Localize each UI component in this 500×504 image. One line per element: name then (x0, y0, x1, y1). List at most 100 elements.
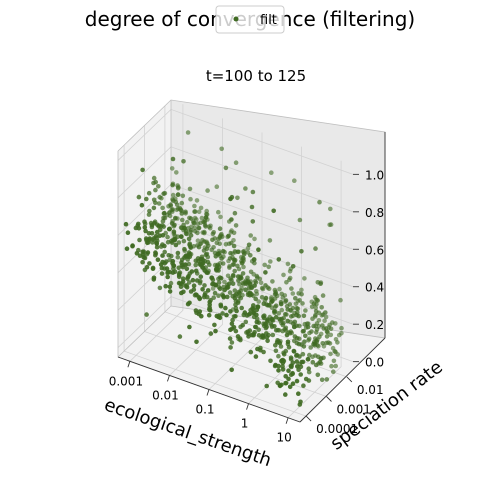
data-point-644 (268, 321, 274, 326)
data-point-477 (250, 189, 256, 195)
data-point-982 (205, 288, 211, 293)
data-point-812 (218, 276, 224, 281)
data-point-378 (289, 314, 294, 319)
data-point-359 (245, 275, 250, 281)
data-point-387 (178, 207, 183, 212)
data-point-531 (313, 362, 319, 368)
data-point-877 (176, 280, 182, 286)
data-point-930 (233, 314, 238, 319)
data-point-126 (328, 222, 334, 227)
data-point-360 (306, 369, 312, 375)
data-point-663 (230, 281, 236, 287)
data-point-236 (310, 316, 315, 322)
data-point-537 (228, 276, 233, 281)
data-point-815 (162, 243, 167, 249)
data-point-447 (283, 298, 289, 303)
data-point-936 (144, 264, 150, 270)
data-point-609 (250, 219, 256, 224)
data-point-710 (137, 237, 142, 243)
data-point-949 (277, 383, 283, 388)
data-point-150 (195, 221, 201, 227)
data-point-547 (269, 299, 274, 305)
data-point-850 (240, 322, 245, 328)
data-point-441 (168, 202, 173, 207)
data-point-878 (254, 319, 260, 325)
data-point-580 (203, 252, 209, 258)
data-point-933 (231, 325, 237, 330)
data-point-938 (223, 305, 228, 311)
z-tick-label-3: 0.6 (365, 243, 384, 257)
data-point-780 (272, 324, 277, 329)
data-point-837 (159, 265, 165, 271)
data-point-394 (223, 165, 229, 171)
data-point-281 (255, 275, 260, 280)
data-point-849 (291, 349, 297, 354)
data-point-295 (191, 220, 196, 225)
data-point-465 (210, 237, 215, 243)
data-point-773 (151, 237, 156, 242)
data-point-706 (272, 309, 277, 314)
data-point-23 (195, 238, 201, 243)
data-point-712 (297, 354, 302, 359)
data-point-596 (296, 341, 302, 347)
data-point-632 (212, 290, 218, 296)
data-point-867 (249, 332, 255, 338)
data-point-694 (202, 283, 207, 288)
data-point-900 (280, 360, 286, 366)
data-point-874 (232, 295, 238, 301)
data-point-110 (339, 325, 344, 331)
data-point-756 (166, 226, 172, 232)
data-point-725 (281, 352, 287, 357)
data-point-148 (331, 358, 337, 364)
data-point-770 (226, 281, 232, 287)
data-point-935 (189, 269, 195, 274)
data-point-699 (279, 316, 284, 322)
data-point-345 (314, 330, 319, 335)
data-point-870 (209, 275, 214, 281)
data-point-6 (194, 198, 200, 203)
data-point-661 (162, 210, 167, 216)
data-point-651 (169, 221, 175, 226)
data-point-391 (168, 280, 174, 286)
data-point-682 (263, 325, 269, 331)
z-tick-label-2: 0.4 (365, 281, 384, 295)
data-point-508 (315, 372, 321, 378)
data-point-890 (186, 273, 191, 279)
data-point-934 (298, 399, 303, 405)
data-point-829 (264, 335, 270, 340)
data-point-629 (188, 233, 194, 238)
data-point-701 (144, 312, 149, 317)
data-point-33 (256, 299, 262, 304)
data-point-961 (260, 333, 266, 339)
data-point-960 (160, 253, 165, 258)
data-point-913 (283, 380, 288, 386)
data-point-374 (173, 199, 179, 205)
data-point-117 (313, 305, 319, 311)
data-point-166 (184, 219, 190, 225)
data-point-966 (151, 277, 157, 282)
data-point-909 (193, 268, 199, 274)
data-point-17 (218, 214, 223, 220)
data-point-372 (259, 295, 265, 300)
data-point-522 (317, 359, 323, 365)
data-point-931 (187, 324, 192, 330)
x-tick-label-4: 10 (276, 431, 291, 445)
data-point-544 (204, 246, 210, 251)
data-point-258 (259, 285, 265, 291)
data-point-805 (171, 229, 177, 234)
data-point-31 (336, 332, 342, 338)
data-point-388 (235, 263, 240, 269)
data-point-530 (179, 211, 185, 216)
data-point-691 (299, 249, 304, 254)
data-point-481 (311, 301, 317, 306)
data-point-987 (228, 327, 233, 333)
data-point-541 (301, 328, 307, 334)
data-point-564 (310, 359, 316, 365)
data-point-331 (324, 334, 330, 339)
data-point-256 (228, 240, 234, 246)
data-point-364 (284, 312, 289, 317)
data-point-903 (143, 228, 148, 234)
data-point-652 (243, 287, 248, 293)
data-point-792 (227, 336, 233, 341)
data-point-941 (197, 309, 203, 314)
